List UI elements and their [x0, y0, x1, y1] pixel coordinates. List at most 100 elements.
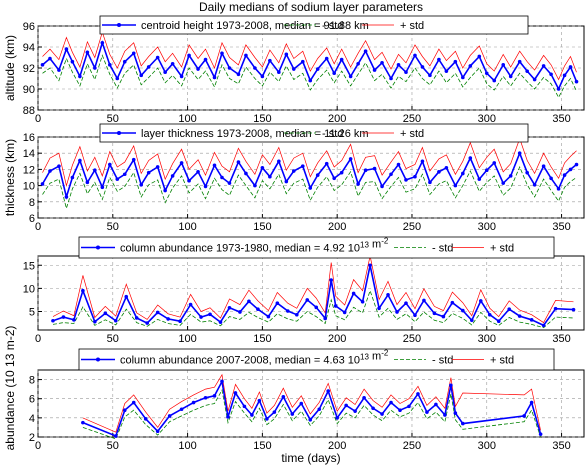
series-line-main — [82, 379, 542, 438]
data-point — [348, 74, 353, 79]
data-point — [57, 68, 61, 72]
data-point — [179, 407, 184, 412]
data-point — [541, 323, 546, 328]
data-point — [538, 432, 543, 436]
figure-title: Daily medians of sodium layer parameters — [199, 0, 423, 14]
legend: layer thickness 1973-2008, median = 11.2… — [99, 123, 529, 143]
data-point — [353, 409, 357, 413]
data-point — [191, 400, 196, 405]
data-point — [146, 170, 151, 175]
data-point — [437, 170, 441, 174]
data-point — [115, 76, 120, 81]
data-point — [93, 66, 97, 70]
legend-marker — [117, 23, 121, 27]
data-point — [284, 52, 289, 57]
data-point — [277, 159, 281, 164]
data-point — [333, 304, 338, 308]
data-point — [507, 307, 512, 311]
data-point — [461, 421, 465, 426]
legend-label-plus-std: + std — [400, 128, 424, 140]
data-point — [286, 309, 290, 313]
data-point — [562, 173, 567, 177]
legend-label-main: centroid height 1973-2008, median = 91.8… — [141, 20, 369, 32]
data-point — [574, 162, 579, 167]
data-point — [155, 310, 160, 315]
data-point — [266, 314, 271, 319]
data-point — [315, 67, 320, 71]
data-point — [420, 65, 425, 69]
data-point — [416, 392, 420, 396]
data-point — [167, 414, 172, 418]
data-point — [81, 288, 85, 293]
data-point — [163, 70, 167, 74]
data-point — [425, 410, 429, 414]
series-line-plus-std — [52, 255, 574, 324]
data-point — [265, 417, 269, 421]
data-point — [143, 417, 148, 421]
data-point — [501, 181, 506, 185]
data-point — [329, 278, 333, 282]
legend-label-plus-std: + std — [490, 243, 514, 255]
data-point — [57, 164, 61, 168]
x-tick-label: 350 — [552, 221, 570, 233]
data-point — [326, 389, 331, 393]
data-point — [178, 319, 182, 324]
y-tick-label: 10 — [23, 283, 35, 295]
data-point — [398, 408, 402, 413]
data-point — [236, 160, 241, 164]
data-point — [51, 318, 55, 323]
data-point — [40, 63, 45, 67]
data-point — [212, 75, 217, 80]
data-point — [226, 415, 230, 419]
data-point — [332, 176, 336, 181]
legend: column abundance 2007-2008, median = 4.6… — [78, 349, 555, 371]
x-tick-label: 0 — [35, 440, 41, 452]
y-tick-label: 92 — [23, 63, 35, 75]
x-tick-label: 200 — [328, 221, 346, 233]
data-point — [81, 420, 85, 425]
data-point — [363, 168, 368, 173]
x-tick-label: 300 — [478, 440, 496, 452]
data-point — [212, 163, 217, 168]
data-point — [196, 67, 200, 71]
data-point — [484, 168, 489, 173]
data-point — [93, 319, 97, 324]
data-point — [568, 65, 573, 69]
legend-box — [78, 236, 555, 259]
data-point — [275, 301, 280, 305]
data-point — [131, 157, 136, 162]
data-point — [453, 411, 458, 415]
y-tick-label: 10 — [23, 181, 35, 193]
data-point — [70, 175, 75, 180]
x-tick-label: 200 — [328, 113, 346, 125]
data-point — [199, 315, 203, 319]
y-tick-label: 4 — [29, 413, 35, 425]
x-tick-label: 200 — [328, 440, 346, 452]
data-point — [461, 308, 465, 313]
data-point — [541, 64, 546, 68]
y-tick-label: 14 — [23, 148, 35, 160]
data-point — [386, 293, 390, 297]
data-point — [155, 429, 160, 434]
data-point — [291, 169, 296, 173]
data-point — [208, 312, 212, 317]
y-tick-label: 96 — [23, 21, 35, 33]
data-point — [432, 311, 437, 316]
y-tick-label: 15 — [23, 260, 35, 272]
data-point — [64, 47, 69, 51]
data-point — [281, 395, 286, 399]
x-tick-label: 350 — [552, 113, 570, 125]
y-axis-label: altitude (km) — [3, 35, 17, 101]
data-point — [260, 74, 265, 79]
x-axis-label: time (days) — [281, 451, 340, 465]
data-point — [284, 179, 289, 184]
x-tick-label: 150 — [253, 333, 271, 345]
data-point — [453, 183, 458, 188]
data-point — [549, 72, 553, 77]
data-point — [389, 76, 393, 81]
data-point — [484, 71, 489, 76]
data-point — [100, 41, 105, 45]
chart-panel-3: 0 50 100 150 200 250 300 350 5 10 15 column abundan… — [23, 236, 585, 345]
data-point — [395, 310, 399, 314]
legend-marker — [96, 357, 100, 362]
